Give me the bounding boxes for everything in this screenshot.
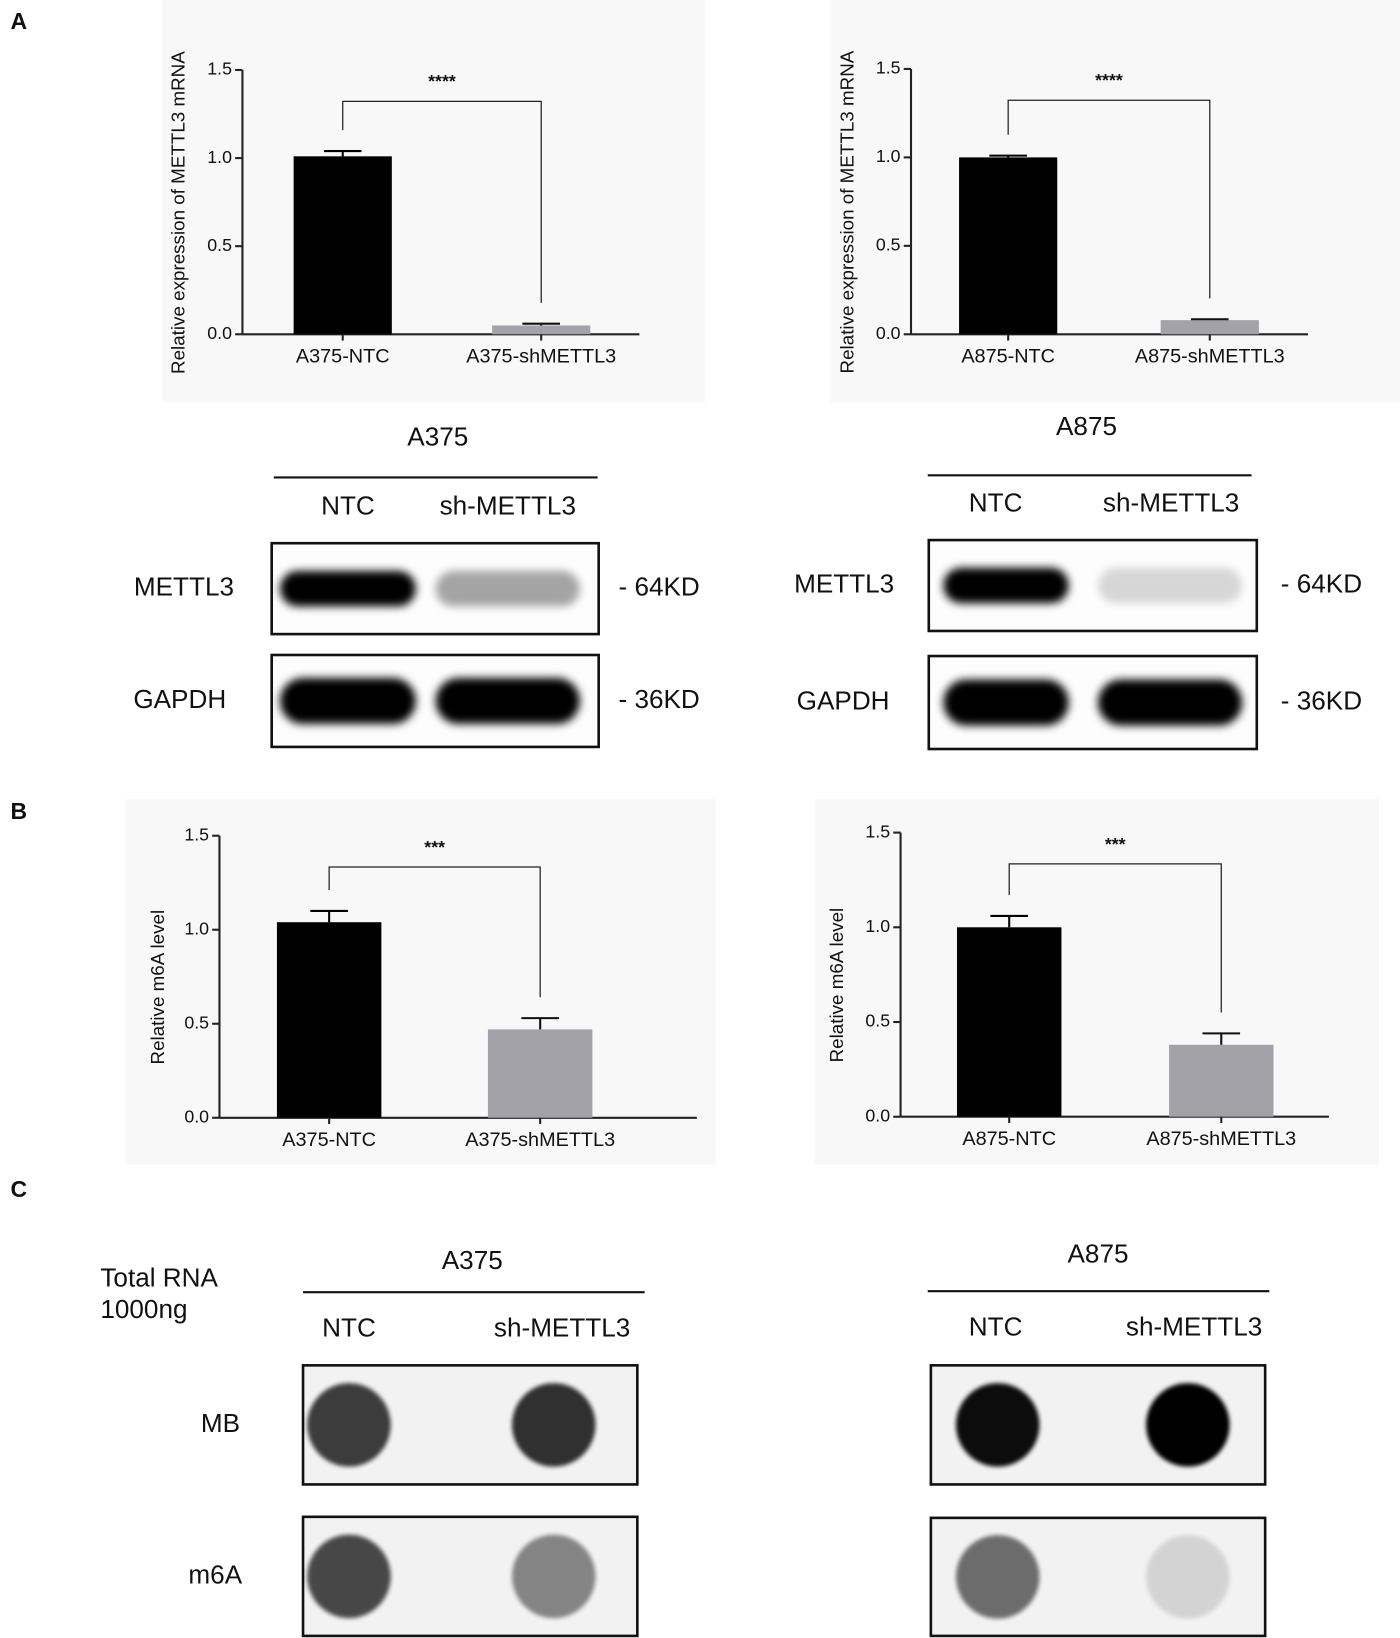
lane-label: NTC	[322, 1313, 376, 1343]
lane-label: NTC	[321, 491, 375, 521]
y-tick-label: 0.5	[207, 235, 232, 255]
dot	[955, 1535, 1040, 1619]
marker-size: - 36KD	[619, 684, 700, 714]
significance-stars: ****	[1095, 70, 1123, 90]
y-tick-label: 1.0	[876, 146, 901, 166]
panel-label: A	[11, 8, 28, 34]
dot	[1146, 1535, 1230, 1619]
x-tick-label: A875-shMETTL3	[1146, 1128, 1296, 1150]
x-tick-label: A375-NTC	[296, 346, 390, 368]
bar	[293, 156, 392, 335]
significance-bracket	[342, 100, 542, 303]
panel-background	[125, 799, 716, 1165]
blot-band	[280, 570, 416, 607]
y-tick-label: 1.5	[184, 824, 209, 844]
blot-title: A875	[1056, 411, 1117, 441]
blot-title: A375	[442, 1245, 503, 1275]
y-axis-label: Relative m6A level	[147, 910, 168, 1065]
y-tick-label: 1.0	[207, 147, 232, 167]
significance-stars: ***	[1105, 834, 1126, 854]
sample-note: 1000ng	[100, 1294, 187, 1324]
marker-size: - 64KD	[1281, 568, 1362, 598]
error-bar	[521, 1017, 559, 1030]
y-axis-label: Relative expression of METTL3 mRNA	[168, 51, 189, 374]
row-label: GAPDH	[133, 684, 226, 714]
lane-label: NTC	[969, 487, 1023, 517]
row-label: MB	[201, 1408, 240, 1438]
significance-stars: ***	[424, 837, 445, 857]
y-axis-label: Relative m6A level	[826, 908, 847, 1063]
x-tick-label: A875-NTC	[961, 346, 1055, 368]
blot-band	[280, 677, 416, 724]
x-tick-label: A375-NTC	[282, 1129, 376, 1151]
y-tick-label: 1.5	[876, 58, 901, 78]
y-tick-label: 0.5	[876, 235, 901, 255]
x-tick-label: A875-NTC	[962, 1128, 1056, 1150]
y-tick-label: 1.0	[865, 916, 890, 936]
y-tick-label: 0.0	[876, 323, 901, 343]
x-tick-label: A375-shMETTL3	[466, 346, 616, 368]
row-label: METTL3	[134, 572, 234, 602]
bar	[492, 325, 591, 335]
error-bar	[1190, 318, 1229, 321]
dot	[955, 1383, 1040, 1467]
y-tick-label: 1.5	[865, 821, 890, 841]
lane-label: sh-METTL3	[440, 491, 576, 521]
row-label: m6A	[188, 1559, 242, 1589]
blot-band	[435, 677, 580, 724]
bar	[1169, 1044, 1274, 1117]
x-tick-label: A375-shMETTL3	[465, 1129, 615, 1151]
dot	[307, 1383, 391, 1467]
marker-size: - 64KD	[619, 572, 700, 602]
row-label: GAPDH	[797, 685, 890, 715]
dot	[1146, 1383, 1230, 1467]
error-bar	[990, 914, 1029, 928]
error-bar	[522, 322, 561, 326]
bar	[276, 922, 382, 1118]
y-tick-label: 0.5	[865, 1011, 890, 1031]
bar	[1160, 320, 1259, 335]
y-tick-label: 0.0	[207, 323, 232, 343]
blot-title: A875	[1068, 1239, 1129, 1269]
marker-size: - 36KD	[1281, 685, 1362, 715]
bar	[956, 927, 1062, 1117]
bar	[487, 1029, 593, 1118]
x-tick-label: A875-shMETTL3	[1135, 346, 1285, 368]
error-bar	[310, 909, 348, 923]
dot	[511, 1534, 596, 1619]
lane-label: sh-METTL3	[1103, 487, 1239, 517]
significance-bracket	[328, 866, 541, 998]
blot-band	[1098, 679, 1243, 726]
blot-band	[943, 679, 1069, 726]
panel-label: B	[11, 798, 28, 824]
y-tick-label: 1.0	[184, 918, 209, 938]
dot	[307, 1534, 391, 1619]
panel-label: C	[11, 1176, 28, 1202]
blot-band	[943, 567, 1069, 604]
y-tick-label: 0.0	[184, 1106, 209, 1126]
significance-bracket	[1008, 863, 1222, 1013]
dot	[511, 1383, 596, 1467]
blot-title: A375	[407, 422, 468, 452]
y-tick-label: 1.5	[207, 59, 232, 79]
lane-label: sh-METTL3	[494, 1313, 630, 1343]
y-tick-label: 0.0	[865, 1105, 890, 1125]
blot-band	[1098, 567, 1243, 604]
error-bar	[323, 149, 362, 157]
panel-background	[830, 0, 1400, 403]
y-axis-label: Relative expression of METTL3 mRNA	[836, 50, 857, 373]
lane-label: sh-METTL3	[1126, 1312, 1262, 1342]
y-tick-label: 0.5	[184, 1012, 209, 1032]
blot-band	[435, 570, 580, 607]
bar	[959, 157, 1058, 335]
error-bar	[1202, 1032, 1241, 1045]
row-label: METTL3	[794, 568, 894, 598]
sample-note: Total RNA	[100, 1263, 218, 1293]
significance-stars: ****	[428, 71, 456, 91]
lane-label: NTC	[969, 1312, 1023, 1342]
error-bar	[989, 154, 1027, 158]
panel-background	[814, 799, 1380, 1165]
significance-bracket	[1007, 99, 1211, 299]
